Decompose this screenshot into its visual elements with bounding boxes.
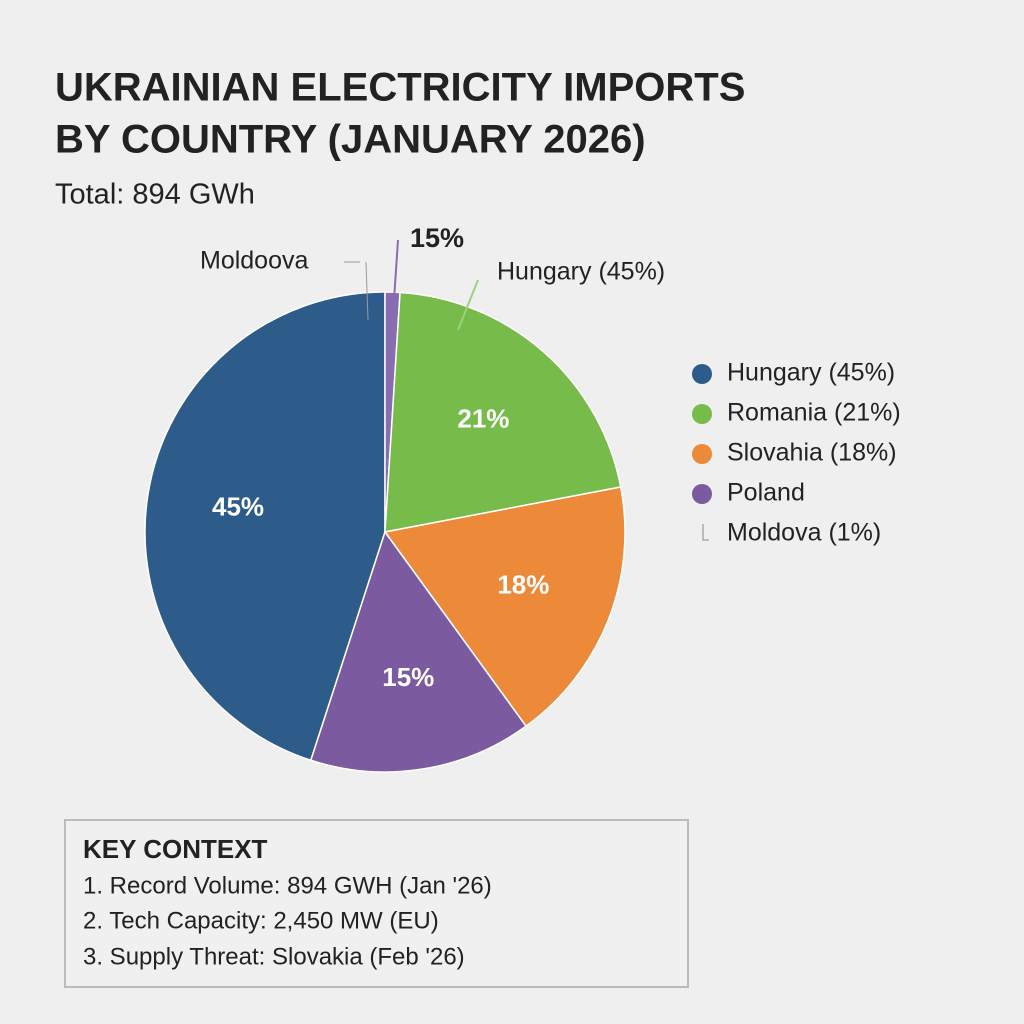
slice-label: 15% [382,662,434,692]
context-item: 1. Record Volume: 894 GWH (Jan '26) [83,872,492,899]
pie [144,291,626,773]
leader-line [457,279,479,331]
slice-label: 18% [497,570,549,600]
legend-label: Moldova (1%) [727,519,881,547]
pie-slice [144,291,386,762]
context-item: 2. Tech Capacity: 2,450 MW (EU) [83,907,439,934]
context-title: KEY CONTEXT [83,834,268,864]
slice-label: 45% [212,492,264,522]
leader-line [393,239,399,301]
legend-label: Romania (21%) [727,399,901,427]
context-box [64,819,689,988]
pie-slice [384,291,622,533]
pie-slice [309,530,528,773]
legend-marker [692,404,712,424]
chart-title: UKRAINIAN ELECTRICITY IMPORTS [55,66,745,110]
legend-label: Hungary (45%) [727,359,895,387]
pie-slice [383,486,626,728]
legend: Hungary (45%) Romania (21%) Slovahia (18%)… [692,359,901,547]
legend-marker [692,444,712,464]
callout: Moldoova [200,247,308,275]
leader-line [365,261,369,321]
callout: 15% [410,223,464,253]
subtitle: Total: 894 GWh [55,179,255,211]
slice-label: 21% [457,403,509,433]
legend-label: Poland [727,479,805,507]
context-item: 3. Supply Threat: Slovakia (Feb '26) [83,943,465,970]
chart-title: BY COUNTRY (JANUARY 2026) [55,118,646,162]
legend-label: Slovahia (18%) [727,439,897,467]
legend-marker [692,364,712,384]
callout: Hungary (45%) [497,258,665,286]
legend-marker [692,484,712,504]
slice-labels: 45% 21% 18% 15% [212,403,549,692]
legend-marker [702,524,709,541]
